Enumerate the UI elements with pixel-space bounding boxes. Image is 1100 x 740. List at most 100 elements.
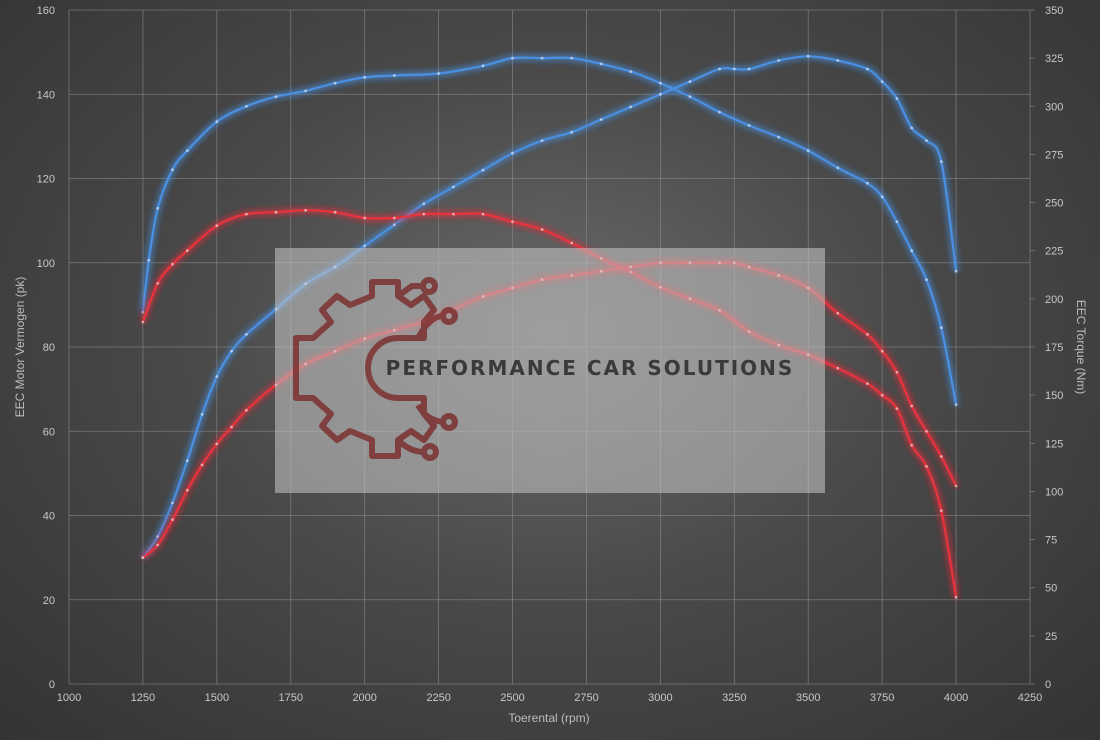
y-left-tick-label: 20 — [43, 595, 55, 607]
y-right-tick-label: 325 — [1045, 53, 1063, 65]
data-point — [806, 54, 810, 58]
y-left-tick-label: 60 — [43, 426, 55, 438]
y-axis-right-title: EEC Torque (Nm) — [1074, 300, 1088, 394]
data-point — [215, 442, 219, 446]
data-point — [954, 484, 958, 488]
data-point — [171, 518, 174, 522]
y-left-tick-label: 0 — [49, 679, 55, 691]
data-point — [570, 56, 574, 60]
data-point — [333, 81, 337, 85]
data-point — [732, 67, 736, 71]
y-left-tick-label: 100 — [37, 258, 55, 270]
x-tick-label: 3250 — [722, 692, 746, 704]
data-point — [481, 168, 485, 172]
data-point — [910, 249, 914, 253]
y-right-tick-label: 350 — [1045, 5, 1063, 17]
y-right-tick-label: 200 — [1045, 294, 1063, 306]
data-point — [245, 408, 248, 412]
data-point — [895, 370, 899, 374]
data-point — [747, 67, 751, 71]
data-point — [910, 404, 914, 408]
data-point — [718, 110, 721, 114]
data-point — [939, 455, 943, 458]
x-tick-label: 3750 — [870, 692, 894, 704]
data-point — [925, 465, 928, 468]
data-point — [304, 89, 307, 93]
data-point — [747, 124, 751, 127]
data-point — [422, 202, 426, 206]
y-left-tick-label: 120 — [37, 174, 55, 186]
data-point — [215, 224, 219, 228]
data-point — [230, 349, 234, 353]
data-point — [363, 76, 367, 79]
data-point — [511, 151, 514, 155]
data-point — [230, 425, 234, 429]
data-point — [954, 595, 958, 599]
data-point — [866, 67, 869, 71]
x-tick-label: 1750 — [279, 692, 303, 704]
y-right-tick-label: 275 — [1045, 149, 1063, 161]
watermark: PERFORMANCE CAR SOLUTIONS — [275, 248, 825, 493]
y-right-tick-label: 175 — [1045, 342, 1063, 354]
data-point — [304, 208, 307, 212]
axes: Toerental (rpm) EEC Motor Vermogen (pk) … — [13, 5, 1088, 725]
x-tick-label: 1250 — [131, 692, 155, 704]
data-point — [185, 459, 189, 463]
data-point — [836, 166, 840, 170]
x-tick-label: 2500 — [500, 692, 524, 704]
data-point — [777, 135, 781, 139]
data-point — [452, 185, 455, 189]
data-point — [363, 216, 367, 220]
x-axis-title: Toerental (rpm) — [508, 711, 589, 725]
data-point — [836, 366, 840, 370]
data-point — [392, 223, 396, 227]
y-right-tick-label: 100 — [1045, 486, 1063, 498]
x-tick-label: 2000 — [352, 692, 376, 704]
data-point — [452, 212, 455, 216]
data-point — [910, 443, 914, 447]
data-point — [171, 501, 174, 505]
data-point — [363, 244, 367, 248]
data-point — [156, 543, 160, 547]
data-point — [141, 310, 145, 314]
data-point — [599, 118, 603, 121]
data-point — [156, 206, 160, 210]
data-point — [185, 249, 189, 253]
data-point — [511, 56, 514, 60]
data-point — [836, 59, 840, 62]
y-left-tick-label: 140 — [37, 89, 55, 101]
data-point — [880, 393, 884, 397]
y-right-tick-label: 50 — [1045, 583, 1057, 595]
data-point — [481, 212, 485, 216]
data-point — [880, 195, 884, 199]
y-left-tick-label: 160 — [37, 5, 55, 17]
data-point — [200, 463, 204, 467]
x-tick-label: 4250 — [1018, 692, 1042, 704]
watermark-text: PERFORMANCE CAR SOLUTIONS — [386, 356, 795, 380]
data-point — [392, 74, 396, 77]
data-point — [880, 80, 884, 83]
data-point — [806, 149, 810, 153]
data-point — [925, 429, 928, 433]
data-point — [540, 56, 544, 60]
y-left-tick-label: 80 — [43, 342, 55, 354]
x-tick-label: 2750 — [574, 692, 598, 704]
data-point — [511, 220, 514, 224]
data-point — [570, 241, 574, 245]
data-point — [629, 105, 633, 109]
gear-logo-icon — [293, 277, 458, 461]
y-axis-left-title: EEC Motor Vermogen (pk) — [13, 277, 27, 418]
y-right-tick-label: 150 — [1045, 390, 1063, 402]
y-right-tick-label: 300 — [1045, 101, 1063, 113]
data-point — [274, 95, 278, 99]
data-point — [836, 311, 840, 315]
x-tick-label: 1000 — [57, 692, 81, 704]
data-point — [171, 168, 174, 172]
data-point — [629, 70, 633, 73]
data-point — [718, 67, 721, 71]
data-point — [866, 333, 869, 336]
data-point — [939, 326, 943, 330]
data-point — [422, 212, 426, 216]
data-point — [141, 556, 145, 559]
data-point — [925, 278, 928, 281]
